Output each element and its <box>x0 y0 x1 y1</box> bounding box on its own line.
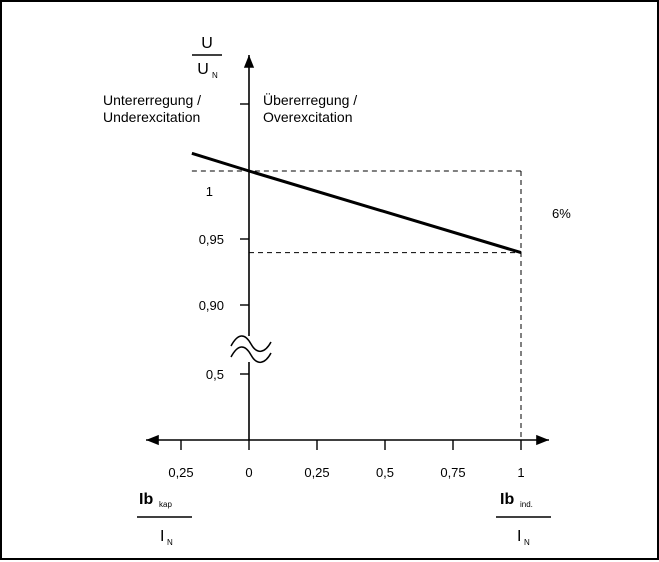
x-tick-label: 0,5 <box>376 465 394 480</box>
series-line <box>191 151 522 255</box>
x-right-den-sub: N <box>524 538 530 547</box>
y-label-den-sub: N <box>212 71 218 80</box>
x-left-den: I <box>160 528 164 545</box>
series-group <box>191 151 522 255</box>
y-label-num: U <box>201 35 213 52</box>
axis-break-icon <box>230 335 272 363</box>
region-left-line2: Underexcitation <box>103 109 200 125</box>
x-left-label: Ib kap I N <box>137 491 192 547</box>
region-left-line1: Untererregung / <box>103 92 201 108</box>
x-left-den-sub: N <box>167 538 173 547</box>
x-right-label: Ib ind. I N <box>496 491 551 547</box>
x-left-num-sub: kap <box>159 500 172 509</box>
x-right-den: I <box>517 528 521 545</box>
x-tick-label: 0,25 <box>168 465 193 480</box>
y-tick-label-090: 0,90 <box>199 298 224 313</box>
region-right-label: Übererregung / Overexcitation <box>263 91 357 125</box>
x-right-num: Ib <box>500 491 514 508</box>
region-right-line2: Overexcitation <box>263 109 352 125</box>
annotation-6pct: 6% <box>552 206 571 221</box>
y-axis-label: U U N <box>192 35 222 80</box>
x-tick-label: 1 <box>517 465 524 480</box>
x-tick-label: 0,75 <box>440 465 465 480</box>
x-left-num: Ib <box>139 491 153 508</box>
x-tick-label: 0 <box>245 465 252 480</box>
x-right-num-sub: ind. <box>520 500 533 509</box>
y-tick-label-095: 0,95 <box>199 232 224 247</box>
region-right-line1: Übererregung / <box>263 91 357 108</box>
y-label-den: U <box>197 61 209 78</box>
x-tick-label: 0,25 <box>304 465 329 480</box>
y-tick-label-05: 0,5 <box>206 367 224 382</box>
y-tick-label-1: 1 <box>206 184 213 199</box>
region-left-label: Untererregung / Underexcitation <box>103 92 201 125</box>
x-ticks: 0,25 0 0,25 0,5 0,75 1 <box>168 440 525 480</box>
